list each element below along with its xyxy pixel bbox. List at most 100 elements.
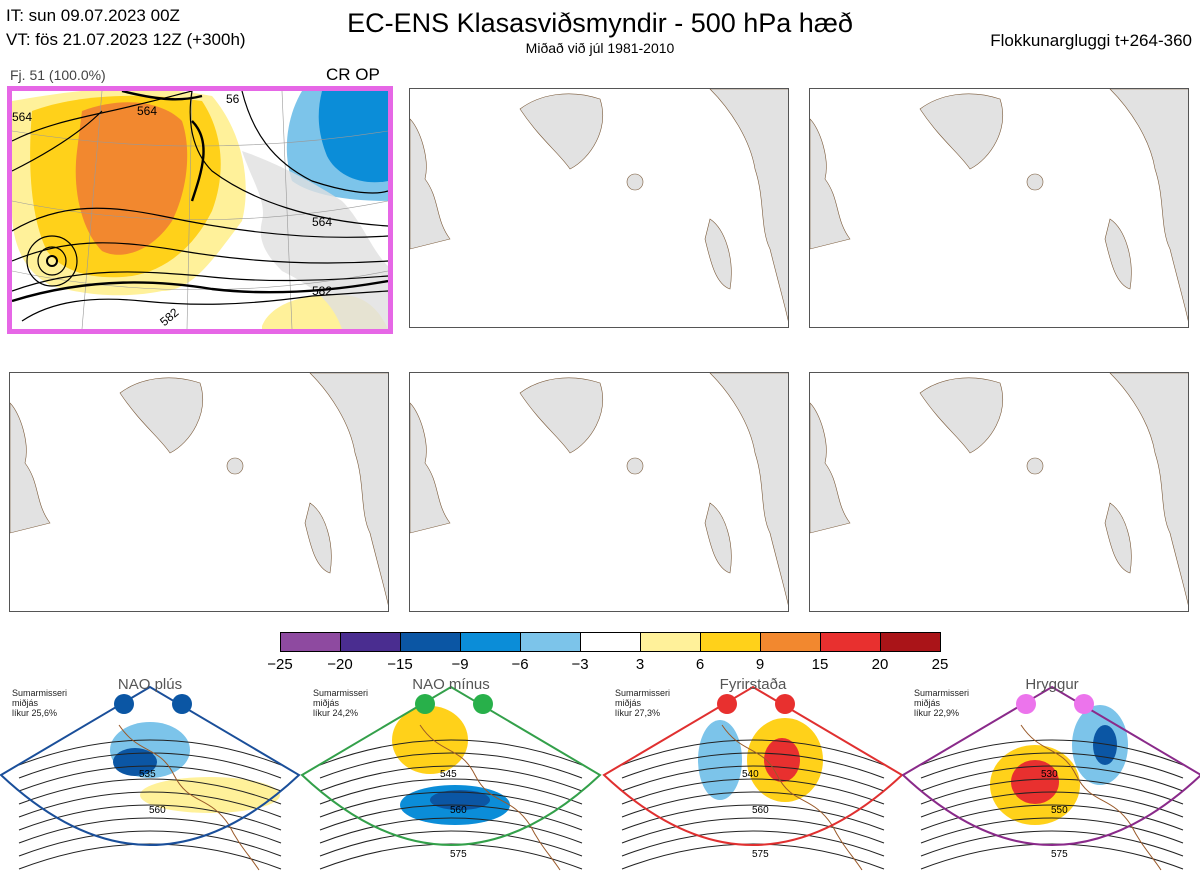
- classification-window: Flokkunargluggi t+264-360: [990, 31, 1192, 50]
- regime-note-line: miðjás: [615, 698, 642, 708]
- regime-note: Sumarmisseri miðjás líkur 22,9%: [914, 688, 969, 718]
- colorbar-cell: [400, 632, 461, 652]
- contour-label: 582: [157, 305, 182, 329]
- anomaly-shading: [1093, 725, 1117, 765]
- anomaly-shading: [764, 738, 800, 782]
- regime-note: Sumarmisseri miðjás líkur 27,3%: [615, 688, 670, 718]
- anomaly-shading: [140, 777, 280, 813]
- contour-label: 575: [450, 849, 467, 860]
- height-contour: [920, 817, 1184, 844]
- height-contour: [319, 739, 583, 766]
- colorbar-tick: 3: [635, 656, 645, 673]
- colorbar-cell: [700, 632, 761, 652]
- height-contour: [621, 791, 885, 818]
- cluster-map-3[interactable]: [809, 88, 1189, 328]
- colorbar-cell: [580, 632, 641, 652]
- regime-note-line: miðjás: [914, 698, 941, 708]
- cluster-map-2[interactable]: [409, 88, 789, 328]
- colorbar-cell: [280, 632, 341, 652]
- cluster-label: CR OP: [326, 65, 380, 84]
- colorbar-cell: [460, 632, 521, 652]
- contour-label: 560: [450, 805, 467, 816]
- cluster-map-4[interactable]: [9, 372, 389, 612]
- cluster-map-6[interactable]: [809, 372, 1189, 612]
- height-contour: [319, 778, 583, 805]
- contour-label: 560: [752, 805, 769, 816]
- initial-time: IT: sun 09.07.2023 00Z: [6, 6, 180, 25]
- map-outline: [410, 89, 788, 322]
- colorbar-tick: 25: [931, 656, 949, 673]
- regime-title: Hryggur: [1025, 676, 1079, 693]
- contour-label: 540: [742, 769, 759, 780]
- height-contour: [18, 752, 282, 779]
- regime-frame: [0, 685, 301, 846]
- height-contour: [621, 778, 885, 805]
- page-subtitle: Miðað við júl 1981-2010: [525, 40, 675, 56]
- anomaly-shading: [392, 706, 468, 774]
- colorbar-tick: −20: [327, 656, 353, 673]
- colorbar-cell: [340, 632, 401, 652]
- height-contour: [319, 791, 583, 818]
- regime-note-line: Sumarmisseri: [12, 688, 68, 698]
- height-contour: [18, 778, 282, 805]
- regime-dot-icon: [717, 694, 737, 714]
- regime-note-line: miðjás: [12, 698, 39, 708]
- regime-map: 540 560 575: [602, 685, 904, 871]
- page-title: EC-ENS Klasasviðsmyndir - 500 hPa hæð: [347, 8, 853, 38]
- height-contour: [18, 791, 282, 818]
- regime-frame: [300, 685, 602, 846]
- colorbar-cell: [760, 632, 821, 652]
- height-contour: [621, 739, 885, 766]
- coastline: [419, 724, 561, 871]
- contour-label: 582: [312, 284, 332, 298]
- regime-note-line: Sumarmisseri: [313, 688, 369, 698]
- contour-label: 530: [1041, 769, 1058, 780]
- coastline: [1020, 724, 1162, 871]
- height-contour: [621, 752, 885, 779]
- height-contour: [621, 817, 885, 844]
- header-time-info: IT: sun 09.07.2023 00Z VT: fös 21.07.202…: [6, 4, 246, 52]
- cluster-map-1-canvas: 564 56 564 582 582 564: [12, 91, 388, 329]
- contour-label: 564: [12, 110, 32, 124]
- regime-note-line: líkur 22,9%: [914, 708, 960, 718]
- height-contour: [621, 830, 885, 857]
- regime-title: Fyrirstaða: [719, 676, 787, 693]
- regime-frame: [901, 685, 1200, 846]
- regime-dot-icon: [415, 694, 435, 714]
- height-contour: [18, 843, 282, 870]
- height-contour: [18, 739, 282, 766]
- regime-map: 535 560: [0, 685, 301, 871]
- regime-dot-icon: [1016, 694, 1036, 714]
- contour-label: 564: [312, 215, 332, 229]
- map-outline: [10, 373, 388, 606]
- regime-dot-icon: [775, 694, 795, 714]
- height-contour: [319, 752, 583, 779]
- map-outline: [810, 373, 1188, 606]
- regime-dot-icon: [1074, 694, 1094, 714]
- colorbar-cell: [880, 632, 941, 652]
- regime-note: Sumarmisseri miðjás líkur 24,2%: [313, 688, 368, 718]
- height-contour: [18, 765, 282, 792]
- valid-time: VT: fös 21.07.2023 12Z (+300h): [6, 30, 246, 49]
- colorbar-tick: −3: [571, 656, 589, 673]
- contour-label: 575: [1051, 849, 1068, 860]
- regime-dot-icon: [114, 694, 134, 714]
- regime-title: NAO plús: [117, 676, 183, 693]
- height-contour: [18, 830, 282, 857]
- colorbar-tick: −9: [451, 656, 469, 673]
- colorbar-tick: 6: [695, 656, 705, 673]
- coastline: [721, 724, 863, 871]
- height-contour: [920, 752, 1184, 779]
- height-contour: [18, 817, 282, 844]
- regime-note: Sumarmisseri miðjás líkur 25,6%: [12, 688, 67, 718]
- cluster-map-1[interactable]: 564 56 564 582 582 564: [7, 86, 393, 334]
- anomaly-shading: [113, 748, 157, 776]
- colorbar-cell: [640, 632, 701, 652]
- contour-label: 560: [149, 805, 166, 816]
- height-contour: [920, 804, 1184, 831]
- regime-frame: [602, 685, 904, 846]
- height-contour: [920, 791, 1184, 818]
- contour-label: 575: [752, 849, 769, 860]
- cluster-map-5[interactable]: [409, 372, 789, 612]
- regime-dot-icon: [172, 694, 192, 714]
